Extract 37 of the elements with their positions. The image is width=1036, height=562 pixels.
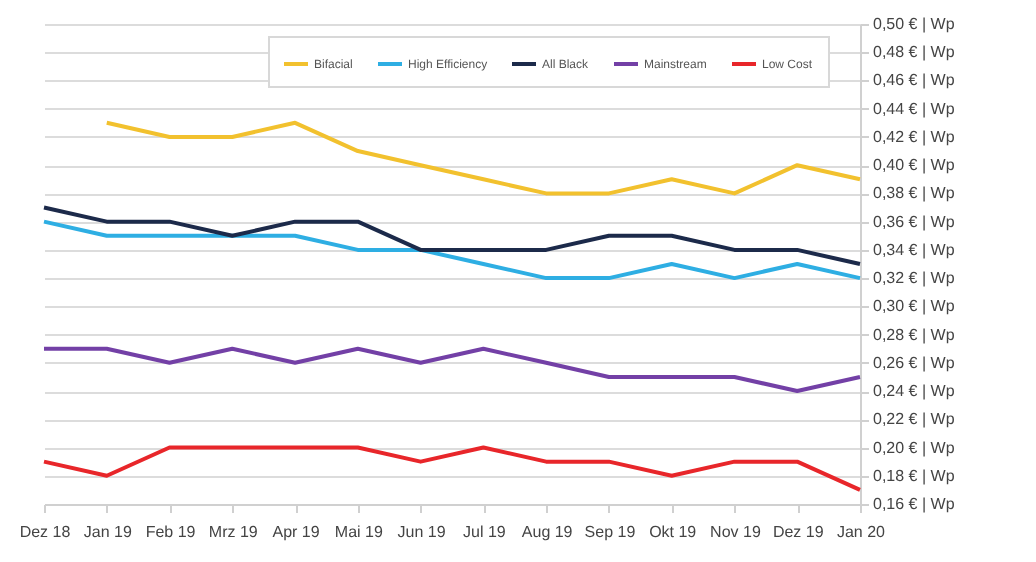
x-tick-label: Feb 19: [145, 523, 197, 541]
x-tick-label: Jul 19: [463, 523, 507, 541]
x-tick-label: Okt 19: [649, 523, 698, 541]
x-tick-label: Sep 19: [584, 523, 637, 541]
y-tick-label: 0,22 € | Wp: [873, 410, 956, 429]
y-tick-label: 0,24 € | Wp: [873, 382, 956, 401]
y-tick-label: 0,34 € | Wp: [873, 240, 956, 259]
x-tick-label: Apr 19: [272, 523, 321, 541]
y-tick-label: 0,28 € | Wp: [873, 325, 956, 344]
y-tick-label: 0,16 € | Wp: [873, 495, 956, 513]
x-tick-label: Jun 19: [397, 523, 447, 541]
x-tick-label: Aug 19: [521, 523, 574, 541]
y-tick-label: 0,50 € | Wp: [873, 15, 956, 33]
line-series: [42, 445, 862, 492]
line-series: [42, 346, 862, 394]
x-tick-label: Mrz 19: [208, 523, 259, 541]
x-tick-label: Jan 19: [83, 523, 133, 541]
x-tick-label: Dez 19: [772, 523, 825, 541]
y-tick-label: 0,46 € | Wp: [873, 71, 956, 90]
y-tick-label: 0,42 € | Wp: [873, 127, 956, 146]
y-tick-label: 0,36 € | Wp: [873, 212, 956, 231]
x-tick-label: Jan 20: [836, 523, 887, 541]
y-tick-label: 0,26 € | Wp: [873, 353, 956, 372]
line-series: [42, 219, 862, 281]
x-tick-label: Nov 19: [710, 523, 762, 541]
y-tick-label: 0,44 € | Wp: [873, 99, 956, 118]
y-tick-label: 0,20 € | Wp: [873, 438, 956, 457]
y-tick-label: 0,18 € | Wp: [873, 466, 956, 485]
y-tick-label: 0,40 € | Wp: [873, 156, 956, 175]
line-series: [104, 120, 862, 196]
y-tick-label: 0,38 € | Wp: [873, 184, 956, 203]
line-series: [42, 205, 862, 266]
x-tick-label: Mai 19: [334, 523, 384, 541]
y-tick-label: 0,32 € | Wp: [873, 269, 956, 288]
y-tick-label: 0,30 € | Wp: [873, 297, 956, 316]
x-tick-label: Dez 18: [19, 523, 72, 541]
y-tick-label: 0,48 € | Wp: [873, 43, 956, 62]
